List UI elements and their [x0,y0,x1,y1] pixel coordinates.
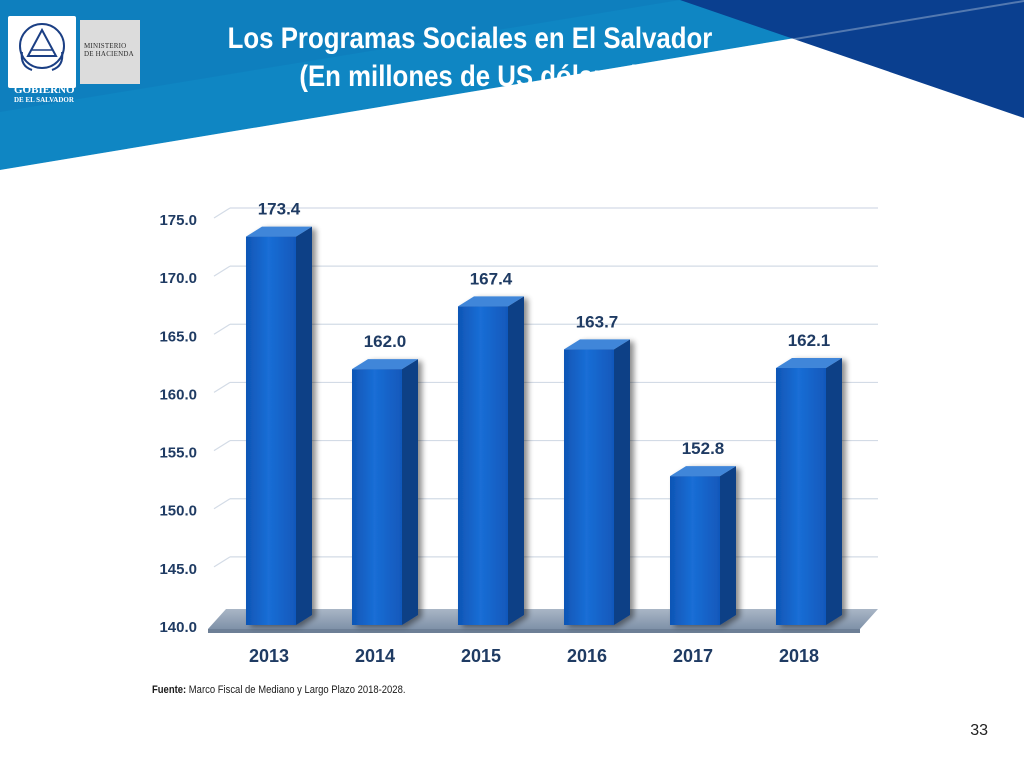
bar-front [352,369,402,625]
coat-of-arms-panel [8,16,76,88]
title-line-2: (En millones de US dólares) [299,60,641,93]
x-tick-label: 2016 [567,646,607,666]
bars-group [246,226,842,625]
source-note: Fuente: Marco Fiscal de Mediano y Largo … [152,684,405,696]
data-labels: 173.4 162.0 167.4 163.7 152.8 162.1 [258,200,831,459]
y-tick-label: 155.0 [159,445,197,462]
bar-top [246,226,312,237]
bar-2013 [246,226,312,625]
ministry-name: MINISTERIO DE HACIENDA [84,42,140,58]
bar-front [670,476,720,625]
y-tick-label: 140.0 [159,619,197,636]
banner-mid-shape [0,0,680,112]
bar-side [720,466,736,625]
bar-side [614,339,630,625]
gridline-left [213,323,231,335]
bar-front [246,236,296,625]
header-banner [0,0,1024,170]
gridline-left [213,265,231,277]
bar-front [564,349,614,625]
bar-2016 [564,339,630,625]
gridline-left [213,381,231,393]
source-label: Fuente: [152,684,187,696]
ministry-line-2: DE HACIENDA [84,50,134,58]
y-tick-label: 165.0 [159,328,197,345]
ministry-line-1: MINISTERIO [84,42,127,50]
y-tick-label: 150.0 [159,503,197,520]
y-tick-label: 145.0 [159,561,197,578]
value-label: 167.4 [470,269,513,288]
value-label: 152.8 [682,439,725,458]
x-tick-label: 2017 [673,646,713,666]
bar-side [402,359,418,625]
x-tick-label: 2015 [461,646,501,666]
bar-side [826,358,842,625]
bar-front [458,306,508,625]
bar-side [508,296,524,625]
bar-2014 [352,359,418,625]
bar-top [458,296,524,307]
bar-front [776,368,826,625]
y-axis-ticks: 140.0 145.0 150.0 155.0 160.0 165.0 170.0 175.0 [159,212,197,636]
value-label: 163.7 [576,312,619,331]
title-line-1: Los Programas Sociales en El Salvador [227,22,713,55]
gridline-left [213,498,231,510]
x-axis-ticks: 2013 2014 2015 2016 2017 2018 [249,646,819,666]
bar-top [776,358,842,369]
source-text: Marco Fiscal de Mediano y Largo Plazo 20… [188,684,406,696]
gridlines [213,207,878,568]
x-tick-label: 2013 [249,646,289,666]
government-line-1: GOBIERNO [14,84,75,96]
ministry-panel [80,20,140,84]
floor-edge [208,629,860,633]
y-tick-label: 175.0 [159,212,197,229]
value-label: 173.4 [258,200,301,219]
y-tick-label: 170.0 [159,270,197,287]
x-tick-label: 2014 [355,646,395,666]
gridline-left [213,556,231,568]
gridline-left [213,207,231,219]
government-line-2: DE EL SALVADOR [14,96,74,104]
gridline-left [213,440,231,452]
value-label: 162.0 [364,332,407,351]
bar-2015 [458,296,524,625]
bar-top [670,466,736,477]
government-name: GOBIERNO DE EL SALVADOR [14,84,94,105]
bar-2018 [776,358,842,625]
bar-2017 [670,466,736,625]
y-tick-label: 160.0 [159,386,197,403]
bar-top [352,359,418,370]
government-logo: MINISTERIO DE HACIENDA GOBIERNO DE EL SA… [8,16,142,106]
page-number: 33 [970,722,988,739]
banner-dark-shape [680,0,1024,118]
bar-side [296,226,312,625]
x-tick-label: 2018 [779,646,819,666]
coat-of-arms-icon [19,23,65,71]
value-label: 162.1 [788,331,831,350]
bar-top [564,339,630,350]
page-title: Los Programas Sociales en El Salvador (E… [195,20,745,96]
